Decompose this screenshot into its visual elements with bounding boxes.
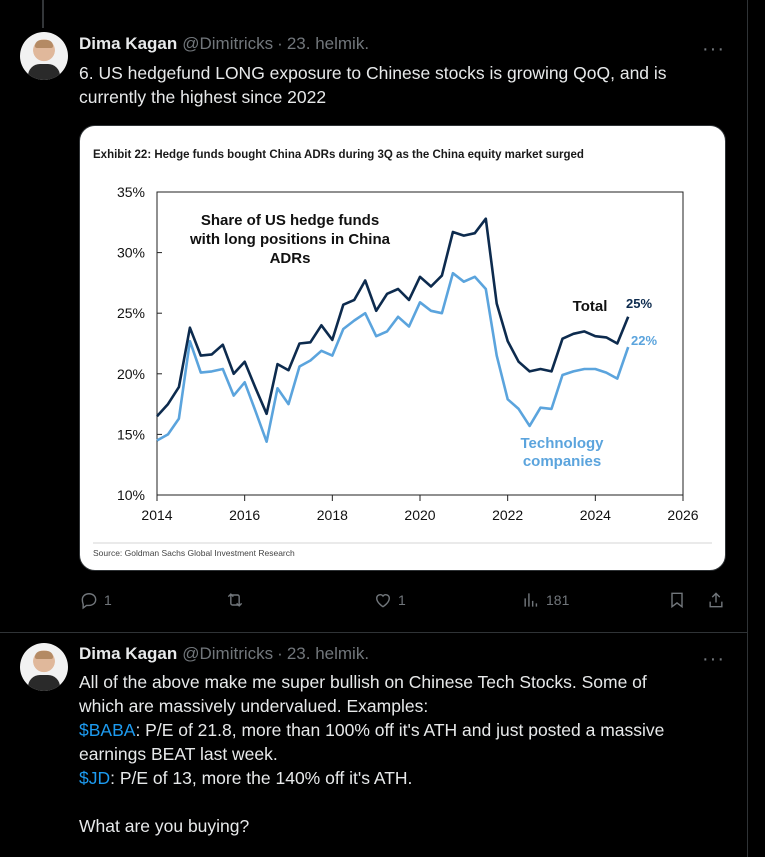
tweet-text-line: earnings BEAT last week. — [79, 744, 278, 764]
tweet-text-line: $JD: P/E of 13, more the 140% off it's A… — [79, 766, 729, 790]
cashtag-text: : P/E of 21.8, more than 100% off it's A… — [135, 720, 665, 740]
blank-line — [79, 790, 729, 814]
share-icon — [709, 592, 723, 608]
bookmark-icon — [671, 592, 683, 609]
reply-count: 1 — [104, 592, 112, 608]
chart-annotation-line: ADRs — [270, 250, 311, 267]
views-count: 181 — [546, 592, 570, 608]
series-line-technology — [156, 271, 630, 444]
chart-annotation-line: Share of US hedge funds — [201, 212, 379, 229]
bookmark-button[interactable] — [667, 588, 687, 612]
series-line-total — [156, 217, 630, 418]
avatar[interactable] — [20, 643, 68, 691]
tweet-timestamp[interactable]: 23. helmik. — [286, 644, 370, 663]
author-name[interactable]: Dima Kagan — [79, 34, 178, 53]
chart-title: Exhibit 22: Hedge funds bought China ADR… — [93, 149, 584, 161]
avatar-hair — [35, 651, 53, 659]
cashtag-link[interactable]: $BABA — [79, 720, 136, 740]
tweet-actions: 1 1 181 — [79, 588, 727, 612]
tweet-text: 6. US hedgefund LONG exposure to Chinese… — [79, 61, 729, 109]
tweet[interactable]: Dima Kagan @Dimitricks · 23. helmik. ···… — [0, 0, 747, 633]
repost-button[interactable] — [225, 588, 250, 612]
series-label-technology: companies — [523, 453, 601, 470]
chart-svg: Exhibit 22: Hedge funds bought China ADR… — [93, 149, 712, 558]
series-label-total: Total — [573, 298, 608, 315]
repost-icon — [227, 593, 243, 607]
views-button[interactable]: 181 — [521, 588, 569, 612]
avatar[interactable] — [20, 32, 68, 80]
tweet-text: All of the above make me super bullish o… — [79, 670, 729, 838]
share-button[interactable] — [706, 588, 726, 612]
series-label-technology: Technology — [520, 435, 604, 452]
tweet-text-line: $BABA: P/E of 21.8, more than 100% off i… — [79, 718, 729, 742]
thread-connector-line — [42, 0, 44, 28]
reply-button[interactable]: 1 — [79, 588, 112, 612]
avatar-shirt — [28, 675, 60, 691]
y-tick-label: 25% — [117, 305, 145, 321]
author-name[interactable]: Dima Kagan — [79, 644, 178, 663]
more-options-icon[interactable]: ··· — [702, 38, 725, 60]
heart-icon — [376, 594, 390, 608]
like-count: 1 — [398, 592, 406, 608]
tweet-media-chart[interactable]: Exhibit 22: Hedge funds bought China ADR… — [79, 125, 726, 571]
avatar-shirt — [28, 64, 60, 80]
views-icon — [524, 593, 538, 607]
chart-source: Source: Goldman Sachs Global Investment … — [93, 548, 295, 558]
tweet-text-line: 6. US hedgefund LONG exposure to Chinese… — [79, 63, 667, 83]
x-tick-label: 2018 — [317, 507, 348, 523]
x-tick-label: 2014 — [141, 507, 172, 523]
timeline-border — [747, 0, 748, 857]
cashtag-link[interactable]: $JD — [79, 768, 111, 788]
series-end-label-total: 25% — [626, 296, 652, 311]
header-separator: · — [277, 34, 283, 53]
cashtag-text: : P/E of 13, more the 140% off it's ATH. — [110, 768, 413, 788]
y-tick-label: 35% — [117, 184, 145, 200]
like-button[interactable]: 1 — [373, 588, 406, 612]
y-tick-label: 30% — [117, 245, 145, 261]
more-options-icon[interactable]: ··· — [702, 648, 725, 670]
y-tick-label: 20% — [117, 366, 145, 382]
avatar-hair — [35, 40, 53, 48]
x-tick-label: 2022 — [492, 507, 523, 523]
author-handle[interactable]: @Dimitricks — [182, 34, 274, 53]
y-tick-label: 10% — [117, 487, 145, 503]
author-handle[interactable]: @Dimitricks — [182, 644, 274, 663]
x-tick-label: 2016 — [229, 507, 260, 523]
reply-icon — [81, 593, 97, 610]
x-tick-label: 2024 — [580, 507, 611, 523]
tweet-text-line: All of the above make me super bullish o… — [79, 672, 647, 692]
header-separator: · — [277, 644, 283, 663]
chart-annotation-line: with long positions in China — [189, 231, 391, 248]
tweet-header: Dima Kagan @Dimitricks · 23. helmik. — [79, 643, 369, 665]
tweet-text-line: What are you buying? — [79, 816, 250, 836]
tweet-text-line: currently the highest since 2022 — [79, 87, 327, 107]
x-tick-label: 2020 — [404, 507, 435, 523]
y-tick-label: 15% — [117, 426, 145, 442]
x-tick-label: 2026 — [667, 507, 698, 523]
tweet-header: Dima Kagan @Dimitricks · 23. helmik. — [79, 33, 369, 55]
tweet-text-line: which are massively undervalued. Example… — [79, 696, 429, 716]
tweet-timestamp[interactable]: 23. helmik. — [286, 34, 370, 53]
series-end-label-technology: 22% — [631, 333, 657, 348]
tweet[interactable]: Dima Kagan @Dimitricks · 23. helmik. ···… — [0, 633, 747, 857]
